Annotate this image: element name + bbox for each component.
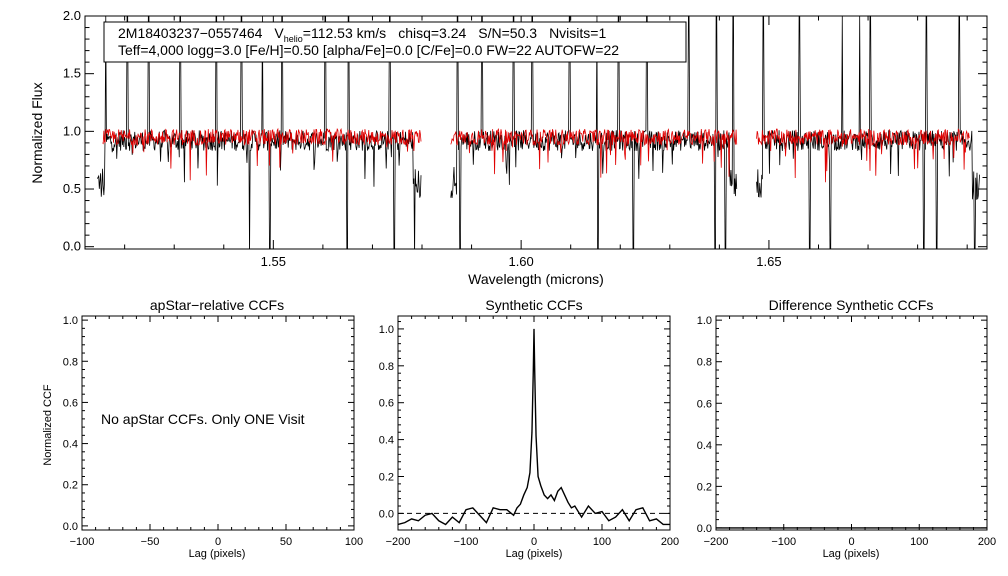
y-tick-label: 0.4: [379, 435, 394, 447]
spectrum-info-box: 2M18403237−0557464 Vhelio=112.53 km/s chis…: [103, 21, 687, 63]
snr-value: S/N=50.3: [478, 25, 537, 41]
y-tick-label: 1.0: [63, 315, 78, 327]
x-tick-label: −50: [141, 536, 160, 548]
synthetic-title: Synthetic CCFs: [485, 297, 582, 313]
chisq-value: chisq=3.24: [398, 25, 466, 41]
y-tick-label: 0.6: [63, 397, 78, 409]
spectrum-panel: 1.55 1.60 1.65 0.0 0.5 1.0 1.5 2.0 2M18403237−0…: [29, 8, 988, 287]
apstar-annotation: No apStar CCFs. Only ONE Visit: [101, 411, 305, 427]
x-tick-label: 1.55: [261, 254, 286, 269]
y-tick-label: 0.6: [697, 398, 712, 410]
difference-title: Difference Synthetic CCFs: [769, 297, 934, 313]
x-tick-label: 200: [661, 536, 679, 548]
difference-axis-ticks: −200 −100 0 100 200 0.0 0.2 0.4 0.6 0.8 1.0: [697, 315, 996, 548]
difference-frame: [715, 315, 988, 531]
y-tick-label: 0.0: [63, 239, 81, 254]
spectrum-x-label: Wavelength (microns): [468, 271, 604, 287]
nvisits-value: Nvisits=1: [549, 25, 606, 41]
y-tick-label: 1.0: [379, 324, 394, 336]
y-tick-label: 0.0: [697, 523, 712, 535]
y-tick-label: 0.2: [63, 480, 78, 492]
y-tick-label: 0.2: [697, 481, 712, 493]
synthetic-series-group: [397, 328, 670, 526]
synthetic-axis-ticks: −200 −100 0 100 200 0.0 0.2 0.4 0.6 0.8 1.0: [379, 316, 679, 548]
info-line-1: 2M18403237−0557464 Vhelio=112.53 km/s chis…: [118, 25, 606, 44]
spectrum-line-model: [102, 127, 970, 183]
info-line-2: Teff=4,000 logg=3.0 [Fe/H]=0.50 [alpha/F…: [118, 42, 619, 58]
apstar-x-label: Lag (pixels): [189, 548, 246, 560]
star-id: 2M18403237−0557464: [118, 25, 263, 41]
y-tick-label: 0.0: [379, 508, 394, 520]
vhelio-sub: helio: [284, 34, 303, 44]
spectrum-y-label: Normalized Flux: [29, 82, 45, 183]
x-tick-label: −200: [704, 536, 729, 548]
x-tick-label: −100: [771, 536, 796, 548]
apstar-y-label: Normalized CCF: [42, 384, 54, 466]
y-tick-label: 0.8: [63, 356, 78, 368]
y-tick-label: 0.5: [63, 181, 81, 196]
y-tick-label: 0.8: [697, 357, 712, 369]
x-tick-label: −200: [386, 536, 411, 548]
y-tick-label: 0.6: [379, 398, 394, 410]
x-tick-label: 1.65: [756, 254, 781, 269]
spectrum-frame: [84, 15, 988, 250]
x-tick-label: −100: [70, 536, 95, 548]
y-tick-label: 1.0: [63, 123, 81, 138]
y-tick-label: 1.0: [697, 315, 712, 327]
apstar-title: apStar−relative CCFs: [150, 297, 284, 313]
y-tick-label: 0.4: [63, 439, 78, 451]
y-tick-label: 2.0: [63, 8, 81, 23]
x-tick-label: 100: [345, 536, 363, 548]
x-tick-label: 0: [531, 536, 537, 548]
x-tick-label: 50: [280, 536, 292, 548]
x-tick-label: 200: [978, 536, 996, 548]
vhelio-value: =112.53 km/s: [303, 25, 386, 41]
y-tick-label: 0.8: [379, 361, 394, 373]
x-tick-label: 100: [910, 536, 928, 548]
y-tick-label: 1.5: [63, 66, 81, 81]
x-tick-label: 1.60: [508, 254, 533, 269]
x-tick-label: 100: [593, 536, 611, 548]
y-tick-label: 0.4: [697, 440, 712, 452]
difference-x-label: Lag (pixels): [823, 548, 880, 560]
y-tick-label: 0.0: [63, 521, 78, 533]
info-box-frame: [103, 21, 687, 63]
x-tick-label: 0: [848, 536, 854, 548]
synthetic-ccf-panel: Synthetic CCFs −200 −100 0 100 200 0.0 0.2 0.4 0…: [379, 297, 679, 560]
spectrum-series-group: [97, 16, 980, 249]
x-tick-label: 0: [215, 536, 221, 548]
difference-ccf-panel: Difference Synthetic CCFs −200 −100 0 100 20…: [697, 297, 996, 560]
y-tick-label: 0.2: [379, 472, 394, 484]
synthetic-ccf-line: [397, 328, 670, 526]
x-tick-label: −100: [454, 536, 479, 548]
apstar-axis-ticks: −100 −50 0 50 100 0.0 0.2 0.4 0.6 0.8 1.0: [63, 315, 363, 548]
synthetic-x-label: Lag (pixels): [506, 548, 563, 560]
apstar-ccf-panel: apStar−relative CCFs −100 −50 0 50 100 0.0 0.2…: [42, 297, 363, 560]
vhelio-prefix: V: [274, 25, 284, 41]
